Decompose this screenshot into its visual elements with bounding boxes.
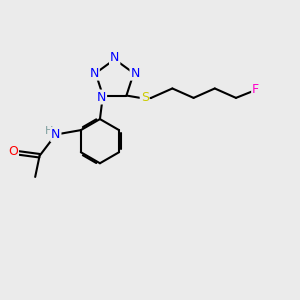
Text: N: N	[130, 67, 140, 80]
Text: F: F	[252, 83, 259, 96]
Text: H: H	[45, 126, 53, 136]
Text: S: S	[141, 92, 149, 104]
Text: N: N	[97, 91, 106, 103]
Text: N: N	[110, 51, 119, 64]
Text: O: O	[8, 145, 18, 158]
Text: N: N	[89, 67, 99, 80]
Text: N: N	[51, 128, 61, 141]
